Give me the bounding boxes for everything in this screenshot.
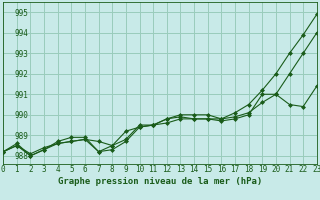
X-axis label: Graphe pression niveau de la mer (hPa): Graphe pression niveau de la mer (hPa) bbox=[58, 177, 262, 186]
